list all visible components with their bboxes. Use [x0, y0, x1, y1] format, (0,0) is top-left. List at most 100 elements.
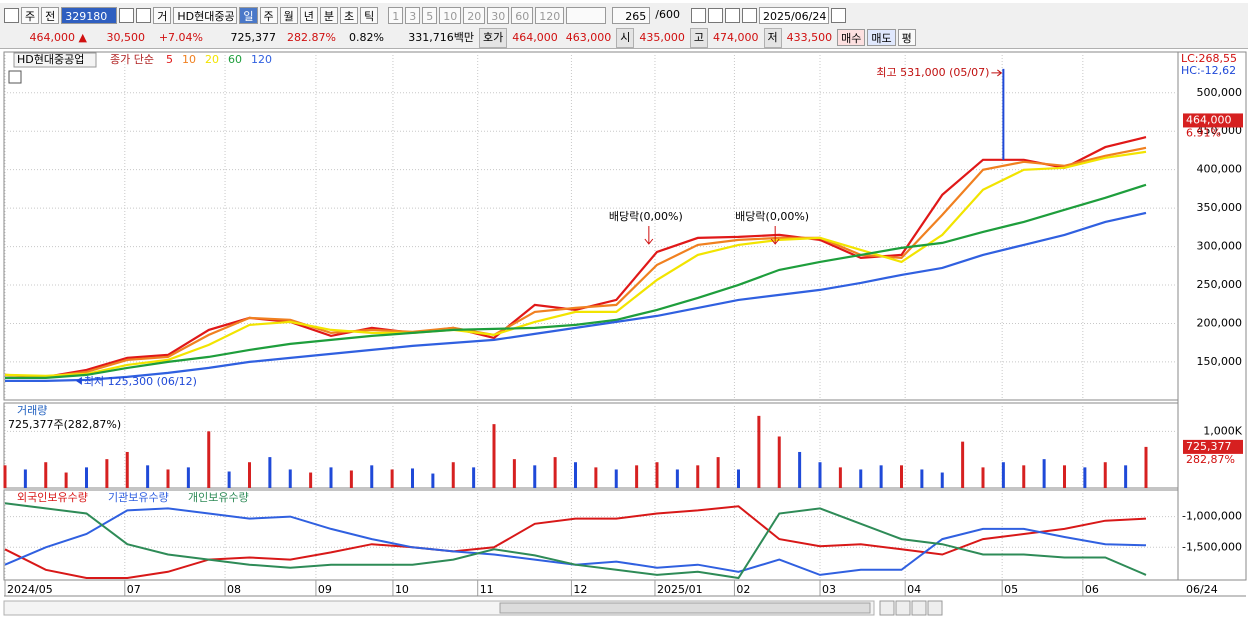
volume-bar: [329, 467, 333, 488]
volume-bar: [370, 465, 374, 488]
scroll-thumb[interactable]: [499, 602, 871, 614]
volume-bar: [349, 470, 353, 488]
volume: 725,377: [230, 30, 277, 44]
dividend-label: 배당락(0,00%): [609, 210, 683, 223]
market-select[interactable]: 주: [21, 6, 40, 24]
y-tick-label: 1,000K: [1203, 424, 1242, 437]
high-arrow: [991, 69, 1003, 77]
period-button[interactable]: 분: [319, 6, 338, 24]
legend-title: HD현대중공업: [17, 53, 84, 66]
period-button[interactable]: 틱: [360, 6, 379, 24]
settings-icon[interactable]: [741, 7, 757, 23]
y-tick-label: 150,000: [1197, 355, 1243, 368]
bid-ask-label: 호가: [479, 27, 508, 48]
volume-subtitle: 725,377주(282,87%): [8, 418, 121, 431]
volume-bar: [309, 472, 313, 488]
volume-bar: [777, 436, 781, 488]
volume-bar: [1001, 462, 1005, 488]
interval-button[interactable]: 5: [422, 6, 438, 24]
volume-bar: [859, 469, 863, 488]
nav-button[interactable]: [895, 600, 911, 616]
interval-button[interactable]: 120: [535, 6, 565, 24]
interval-button[interactable]: 20: [463, 6, 486, 24]
interval-select[interactable]: [566, 6, 607, 24]
period-button[interactable]: 일: [239, 6, 258, 24]
tool-icon[interactable]: [707, 7, 723, 23]
save-icon[interactable]: [724, 7, 740, 23]
volume-bar: [3, 465, 7, 488]
volume-bar: [1083, 467, 1087, 488]
legend-entry: 기관보유수량: [108, 491, 169, 504]
legend-entry: 10: [182, 53, 196, 66]
volume-bar: [981, 467, 985, 488]
x-tick-label: 10: [395, 583, 409, 596]
x-tick-label: 02: [736, 583, 750, 596]
quote-bar: 464,000 ▲ 30,500 +7.04% 725,377 282.87% …: [0, 27, 1248, 49]
period-button[interactable]: 년: [299, 6, 318, 24]
y-tick-label: 350,000: [1197, 201, 1243, 214]
interval-button[interactable]: 60: [511, 6, 534, 24]
hc-label: HC:-12,62: [1181, 64, 1236, 77]
nav-button[interactable]: [927, 600, 943, 616]
x-tick-label: 09: [318, 583, 332, 596]
volume-bar: [655, 462, 659, 488]
y-tick-label: 400,000: [1197, 163, 1243, 176]
volume-bar: [574, 462, 577, 488]
interval-button[interactable]: 3: [405, 6, 421, 24]
volume-bar: [125, 451, 129, 488]
period-button[interactable]: 주: [259, 6, 278, 24]
period-button[interactable]: 초: [340, 6, 359, 24]
volume-bar: [696, 465, 700, 488]
volume-bar: [533, 465, 537, 488]
nav-button[interactable]: [911, 600, 927, 616]
volume-bar: [166, 469, 170, 488]
period-button[interactable]: 월: [279, 6, 298, 24]
code-input[interactable]: 329180: [61, 6, 118, 24]
interval-button[interactable]: 10: [439, 6, 462, 24]
buy-button[interactable]: 매수: [837, 29, 866, 46]
volume-bar: [838, 467, 842, 488]
volume-bar: [146, 465, 150, 488]
series-line: [5, 183, 1147, 379]
calendar-icon[interactable]: [830, 7, 846, 23]
volume-bar: [879, 465, 883, 488]
volume-bar: [1124, 465, 1128, 488]
interval-button[interactable]: 1: [388, 6, 404, 24]
kind-button[interactable]: 전: [41, 6, 60, 24]
volume-bar: [1022, 465, 1026, 488]
nav-button[interactable]: [879, 600, 895, 616]
y-tick-label: 250,000: [1197, 278, 1243, 291]
volume-bar: [288, 469, 292, 488]
x-tick-label: 05: [1004, 583, 1018, 596]
geo-button[interactable]: 거: [153, 6, 172, 24]
stock-name[interactable]: HD현대중공: [173, 6, 238, 24]
volume-ratio: 282.87%: [287, 30, 336, 44]
volume-bar: [431, 473, 435, 488]
volume-bar: [512, 459, 516, 488]
legend-entry: 개인보유수량: [188, 491, 249, 504]
low-annotation: 최저 125,300 (06/12): [84, 375, 197, 388]
sell-button[interactable]: 매도: [867, 29, 896, 46]
volume-bar: [207, 431, 211, 488]
dividend-arrow: [770, 226, 780, 245]
layout-icon[interactable]: [4, 7, 19, 23]
candle-icon[interactable]: [690, 7, 706, 23]
volume-bar: [227, 471, 231, 488]
volume-bar: [553, 457, 557, 488]
x-tick-label: 03: [822, 583, 836, 596]
interval-button[interactable]: 30: [487, 6, 510, 24]
volume-bar: [818, 462, 822, 488]
volume-bar: [594, 467, 598, 488]
series-line: [4, 502, 1147, 580]
change-label: 282,87%: [1186, 453, 1235, 466]
sound-icon[interactable]: [136, 7, 152, 23]
date-input[interactable]: 2025/06/24: [758, 6, 829, 24]
volume-bar: [44, 462, 48, 488]
count-input[interactable]: 265: [612, 6, 651, 24]
search-icon[interactable]: [119, 7, 135, 23]
avg-button[interactable]: 평: [897, 29, 916, 46]
volume-bar: [105, 459, 109, 488]
volume-bar: [798, 451, 802, 488]
y-tick-label: 450,000: [1197, 124, 1243, 137]
